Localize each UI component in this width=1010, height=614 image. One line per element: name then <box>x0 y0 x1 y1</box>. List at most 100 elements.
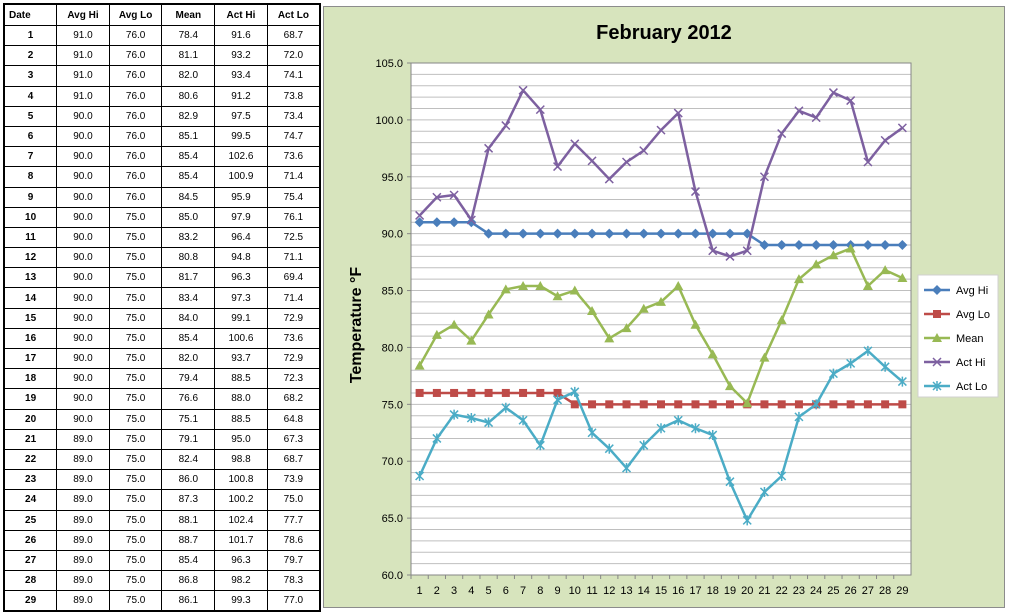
data-point <box>484 388 493 397</box>
y-tick-label: 105.0 <box>375 58 403 70</box>
table-cell: 71.1 <box>266 247 321 269</box>
table-cell: 97.3 <box>214 287 268 309</box>
data-point <box>622 400 631 409</box>
x-tick-label: 27 <box>862 585 874 597</box>
table-cell: 90.0 <box>56 307 110 329</box>
table-cell: 91.0 <box>56 45 110 67</box>
data-point <box>587 228 598 239</box>
data-point <box>587 156 597 166</box>
data-point <box>552 291 563 301</box>
x-tick-label: 3 <box>451 585 457 597</box>
table-cell: 88.7 <box>161 529 216 551</box>
table-cell: 73.4 <box>266 105 321 127</box>
table-cell: 75.0 <box>108 267 163 289</box>
data-point <box>519 388 528 397</box>
table-cell: 75.0 <box>108 549 163 572</box>
x-tick-label: 25 <box>827 585 839 597</box>
data-point <box>535 228 546 239</box>
table-row: 17 90.0 75.0 82.0 93.7 72.9 <box>3 347 321 370</box>
table-cell: 80.8 <box>161 247 216 269</box>
x-tick-label: 4 <box>468 585 474 597</box>
table-row: 10 90.0 75.0 85.0 97.9 76.1 <box>3 206 321 228</box>
chart-title: February 2012 <box>596 22 732 44</box>
table-cell: 75.0 <box>108 327 163 350</box>
legend-marker <box>932 285 942 295</box>
table-cell: 74.7 <box>266 125 321 148</box>
data-point <box>759 172 769 182</box>
data-point <box>811 113 821 123</box>
table-cell: 86.1 <box>161 590 216 612</box>
table-cell: 75.0 <box>108 469 163 491</box>
data-point <box>674 400 683 409</box>
table-cell: 76.0 <box>108 85 163 107</box>
legend-marker <box>932 381 942 391</box>
table-cell: 72.0 <box>266 45 321 67</box>
table-cell: 83.4 <box>161 287 216 309</box>
table-row: 2 91.0 76.0 81.1 93.2 72.0 <box>3 45 321 67</box>
table-cell: 82.0 <box>161 65 216 87</box>
table-row: 29 89.0 75.0 86.1 99.3 77.0 <box>3 590 321 612</box>
data-point <box>484 143 494 153</box>
data-point <box>569 285 580 295</box>
table-cell: 22 <box>3 448 58 471</box>
x-tick-label: 15 <box>655 585 667 597</box>
table-cell: 76.0 <box>108 24 163 47</box>
data-point <box>415 210 425 220</box>
table-cell: 76.1 <box>266 206 321 228</box>
table-cell: 82.9 <box>161 105 216 127</box>
table-cell: 90.0 <box>56 267 110 289</box>
table-cell: 89.0 <box>56 570 110 592</box>
data-point <box>708 400 717 409</box>
table-cell: 73.6 <box>266 146 321 168</box>
table-cell: 102.4 <box>214 509 268 531</box>
table-cell: 86.0 <box>161 469 216 491</box>
legend-marker <box>932 357 942 367</box>
table-cell: 75.0 <box>266 489 321 511</box>
table-cell: 26 <box>3 529 58 551</box>
table-cell: 89.0 <box>56 489 110 511</box>
data-point <box>742 398 753 408</box>
data-point <box>897 240 908 251</box>
legend: Avg Hi Avg Lo Mean Act Hi Act Lo <box>917 274 999 398</box>
data-point <box>518 228 529 239</box>
table-cell: 91.6 <box>214 24 268 47</box>
data-point <box>724 228 735 239</box>
x-tick-label: 10 <box>569 585 581 597</box>
data-point <box>776 240 787 251</box>
data-point <box>881 400 890 409</box>
table-cell: 79.4 <box>161 368 216 390</box>
table-cell: 13 <box>3 267 58 289</box>
data-point <box>553 394 563 405</box>
table-cell: 90.0 <box>56 327 110 350</box>
table-cell: 93.7 <box>214 347 268 370</box>
legend-box <box>917 274 999 398</box>
table-cell: 12 <box>3 247 58 269</box>
x-tick-label: 7 <box>520 585 526 597</box>
data-point <box>828 240 839 251</box>
data-point <box>690 319 701 329</box>
table-cell: 90.0 <box>56 206 110 228</box>
data-point <box>845 243 856 253</box>
data-point <box>690 187 701 197</box>
column-header: Act Hi <box>214 3 268 26</box>
y-tick-label: 95.0 <box>382 172 403 184</box>
data-point <box>880 240 891 251</box>
table-cell: 10 <box>3 206 58 228</box>
data-point <box>535 105 545 115</box>
legend-label: Act Hi <box>956 357 985 369</box>
x-tick-label: 16 <box>672 585 684 597</box>
data-point <box>811 259 822 269</box>
data-point <box>621 463 632 474</box>
data-point <box>604 443 614 454</box>
table-cell: 86.8 <box>161 570 216 592</box>
table-cell: 6 <box>3 125 58 148</box>
x-tick-label: 18 <box>707 585 719 597</box>
table-cell: 89.0 <box>56 529 110 551</box>
table-cell: 15 <box>3 307 58 329</box>
data-point <box>449 319 460 329</box>
table-cell: 96.3 <box>214 549 268 572</box>
data-point <box>553 162 563 172</box>
data-point <box>707 349 718 359</box>
data-point <box>466 412 476 423</box>
data-point <box>501 121 511 131</box>
